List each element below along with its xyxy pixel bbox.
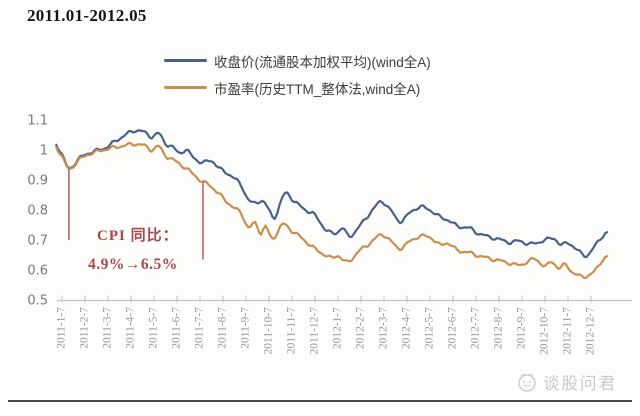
x-axis-tick-label: 2012-6-7 [447, 307, 459, 349]
x-axis-tick-label: 2011-12-7 [309, 307, 321, 355]
y-axis-tick-label: 0.5 [27, 294, 48, 309]
x-axis-tick-label: 2012-9-7 [516, 307, 528, 349]
cpi-annotation-title: CPI 同比： [97, 228, 179, 244]
x-axis-tick-label: 2011-4-7 [125, 307, 137, 349]
x-axis-tick-label: 2012-5-7 [424, 307, 436, 349]
x-axis-tick-label: 2012-1-7 [332, 307, 344, 349]
legend-label-close-price: 收盘价(流通股本加权平均)(wind全A) [214, 54, 431, 70]
y-axis-tick-label: 0.8 [27, 204, 48, 219]
x-axis-tick-label: 2012-10-7 [539, 307, 551, 355]
x-axis-tick-label: 2012-12-7 [585, 307, 597, 355]
legend-swatch-pe-ratio [164, 86, 207, 89]
watermark: 谈股问君 [516, 370, 617, 394]
y-axis-tick-label: 1 [40, 144, 48, 159]
legend-swatch-close-price [164, 59, 207, 62]
x-axis-tick-label: 2012-8-7 [493, 307, 505, 349]
y-axis-tick-label: 0.7 [27, 234, 48, 249]
y-axis-tick-label: 0.6 [27, 264, 48, 279]
series-line-close-price [55, 129, 609, 259]
x-axis-tick-label: 2011-3-7 [102, 307, 114, 349]
chart-title: 2011.01-2012.05 [27, 6, 147, 25]
watermark-text: 谈股问君 [543, 375, 617, 393]
cpi-annotation-values: 4.9%→6.5% [88, 256, 178, 273]
cpi-annotation: CPI 同比： 4.9%→6.5% [88, 224, 179, 274]
y-axis-tick-label: 0.9 [27, 174, 48, 189]
legend-item-pe-ratio: 市盈率(历史TTM_整体法,wind全A) [164, 74, 431, 101]
x-axis-tick-label: 2012-3-7 [378, 307, 390, 349]
x-axis-tick-label: 2011-11-7 [286, 307, 298, 354]
y-axis-tick-label: 1.1 [27, 114, 48, 129]
x-axis-tick-label: 2011-1-7 [56, 307, 68, 349]
x-axis-tick-label: 2011-10-7 [263, 307, 275, 355]
x-axis-tick-label: 2011-7-7 [194, 307, 206, 349]
x-axis-tick-label: 2011-6-7 [171, 307, 183, 349]
x-axis-tick-label: 2012-7-7 [470, 307, 482, 349]
x-axis-tick-label: 2011-5-7 [148, 307, 160, 349]
x-axis-tick-label: 2012-2-7 [355, 307, 367, 349]
x-axis-tick-label: 2011-8-7 [217, 307, 229, 349]
x-axis-tick-label: 2012-4-7 [401, 307, 413, 349]
watermark-logo-icon [518, 373, 536, 392]
chart-legend: 收盘价(流通股本加权平均)(wind全A) 市盈率(历史TTM_整体法,wind… [164, 47, 431, 101]
x-axis-tick-label: 2012-11-7 [562, 307, 574, 355]
legend-label-pe-ratio: 市盈率(历史TTM_整体法,wind全A) [214, 81, 421, 97]
series-line-pe-ratio [55, 141, 609, 280]
bottom-divider-line [8, 400, 632, 402]
x-axis-tick-label: 2011-2-7 [79, 307, 91, 349]
x-axis-tick-label: 2011-9-7 [240, 307, 252, 349]
legend-item-close-price: 收盘价(流通股本加权平均)(wind全A) [164, 47, 431, 74]
